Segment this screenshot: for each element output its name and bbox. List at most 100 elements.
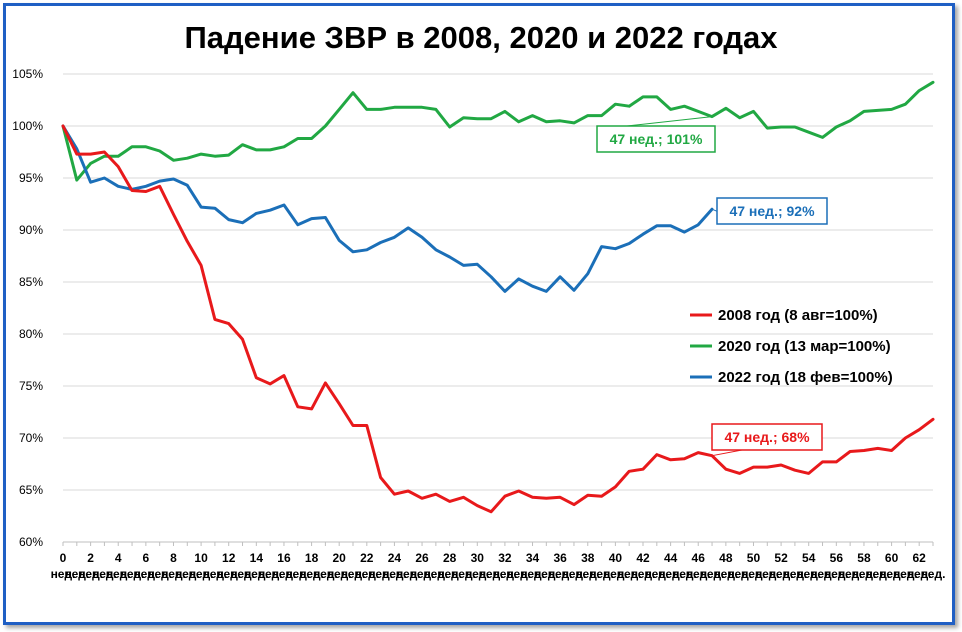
- x-tick-unit: нед.: [479, 567, 504, 581]
- series-line: [61, 80, 935, 182]
- x-tick-unit: нед.: [64, 567, 89, 581]
- x-tick-label: 10: [194, 551, 208, 565]
- x-tick-unit: нед.: [133, 567, 158, 581]
- x-tick-label: 60: [885, 551, 899, 565]
- x-tick-unit: нед.: [548, 567, 573, 581]
- x-tick-unit: нед.: [921, 567, 946, 581]
- x-tick-unit: нед.: [147, 567, 172, 581]
- x-tick-unit: нед.: [202, 567, 227, 581]
- annotation-leader: [626, 116, 713, 127]
- x-tick-label: 14: [250, 551, 264, 565]
- y-tick-label: 95%: [19, 171, 43, 185]
- x-tick-unit: нед.: [838, 567, 863, 581]
- x-tick-unit: нед.: [644, 567, 669, 581]
- x-tick-unit: нед.: [796, 567, 821, 581]
- series-lines: [61, 80, 935, 514]
- x-tick-label: 62: [913, 551, 927, 565]
- x-tick-unit: нед.: [272, 567, 297, 581]
- legend-label: 2022 год (18 фев=100%): [718, 369, 893, 386]
- x-tick-label: 12: [222, 551, 236, 565]
- x-tick-unit: нед.: [51, 567, 76, 581]
- y-tick-label: 85%: [19, 275, 43, 289]
- x-tick-unit: нед.: [562, 567, 587, 581]
- y-tick-label: 65%: [19, 483, 43, 497]
- x-tick-unit: нед.: [258, 567, 283, 581]
- grid: [63, 73, 933, 543]
- chart-title: Падение ЗВР в 2008, 2020 и 2022 годах: [184, 20, 778, 55]
- x-tick-unit: нед.: [672, 567, 697, 581]
- x-tick-unit: нед.: [368, 567, 393, 581]
- annotation-box: [716, 197, 828, 225]
- x-tick-label: 58: [857, 551, 871, 565]
- legend: 2008 год (8 авг=100%) 2020 год (13 мар=10…: [690, 307, 893, 386]
- annotation-label: 47 нед.; 101%: [610, 131, 703, 147]
- y-tick-label: 105%: [12, 67, 43, 81]
- x-tick-label: 34: [526, 551, 540, 565]
- x-tick-unit: нед.: [382, 567, 407, 581]
- x-tick-label: 2: [87, 551, 94, 565]
- chart-frame: [3, 3, 955, 625]
- annotation-label: 47 нед.; 92%: [729, 203, 815, 219]
- x-tick-unit: нед.: [727, 567, 752, 581]
- x-tick-label: 26: [415, 551, 429, 565]
- x-tick-unit: нед.: [534, 567, 559, 581]
- x-tick-unit: нед.: [78, 567, 103, 581]
- x-tick-unit: нед.: [354, 567, 379, 581]
- y-tick-label: 80%: [19, 327, 43, 341]
- x-tick-label: 24: [388, 551, 402, 565]
- x-tick-unit: нед.: [299, 567, 324, 581]
- x-tick-unit: нед.: [713, 567, 738, 581]
- x-tick-label: 52: [774, 551, 788, 565]
- x-tick-unit: нед.: [106, 567, 131, 581]
- x-tick-label: 48: [719, 551, 733, 565]
- x-tick-unit: нед.: [451, 567, 476, 581]
- x-tick-unit: нед.: [216, 567, 241, 581]
- x-tick-label: 16: [277, 551, 291, 565]
- x-tick-label: 22: [360, 551, 374, 565]
- x-tick-label: 56: [830, 551, 844, 565]
- x-tick-label: 0: [60, 551, 67, 565]
- x-tick-unit: нед.: [575, 567, 600, 581]
- x-tick-unit: нед.: [465, 567, 490, 581]
- x-tick-unit: нед.: [423, 567, 448, 581]
- x-tick-label: 38: [581, 551, 595, 565]
- x-tick-label: 20: [333, 551, 347, 565]
- x-tick-unit: нед.: [230, 567, 255, 581]
- annotation-label: 47 нед.; 68%: [724, 429, 810, 445]
- x-tick-label: 36: [553, 551, 567, 565]
- x-tick-label: 46: [692, 551, 706, 565]
- y-tick-label: 60%: [19, 535, 43, 549]
- x-tick-label: 30: [471, 551, 485, 565]
- x-tick-unit: нед.: [686, 567, 711, 581]
- x-tick-unit: нед.: [285, 567, 310, 581]
- legend-label: 2020 год (13 мар=100%): [718, 338, 891, 355]
- series-line: [61, 124, 935, 514]
- x-tick-unit: нед.: [852, 567, 877, 581]
- y-axis: 60% 65% 70% 75% 80% 85% 90% 95% 100% 105%: [12, 67, 43, 549]
- x-tick-unit: нед.: [244, 567, 269, 581]
- x-tick-unit: нед.: [520, 567, 545, 581]
- x-tick-unit: нед.: [92, 567, 117, 581]
- x-tick-unit: нед.: [631, 567, 656, 581]
- x-tick-unit: нед.: [824, 567, 849, 581]
- annotation-leader: [711, 449, 743, 457]
- x-tick-unit: нед.: [755, 567, 780, 581]
- x-tick-unit: нед.: [741, 567, 766, 581]
- x-tick-unit: нед.: [396, 567, 421, 581]
- x-tick-unit: нед.: [603, 567, 628, 581]
- x-tick-unit: нед.: [893, 567, 918, 581]
- x-tick-label: 54: [802, 551, 816, 565]
- x-tick-label: 18: [305, 551, 319, 565]
- x-tick-unit: нед.: [189, 567, 214, 581]
- x-tick-unit: нед.: [341, 567, 366, 581]
- x-tick-unit: нед.: [175, 567, 200, 581]
- x-tick-label: 44: [664, 551, 678, 565]
- x-tick-unit: нед.: [589, 567, 614, 581]
- x-tick-unit: нед.: [506, 567, 531, 581]
- x-tick-label: 4: [115, 551, 122, 565]
- x-tick-unit: нед.: [700, 567, 725, 581]
- x-tick-unit: нед.: [810, 567, 835, 581]
- x-tick-unit: нед.: [437, 567, 462, 581]
- x-tick-unit: нед.: [769, 567, 794, 581]
